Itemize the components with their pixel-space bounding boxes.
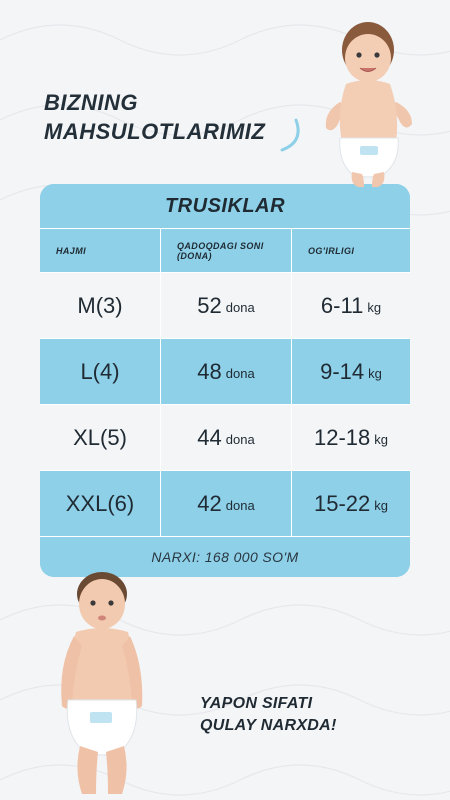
- cell-count: 42 dona: [161, 470, 292, 536]
- count-unit: dona: [225, 432, 255, 447]
- weight-unit: kg: [367, 300, 382, 315]
- count-unit: dona: [225, 498, 255, 513]
- headline-line1: BIZNING: [44, 90, 138, 115]
- cell-weight: 15-22 kg: [292, 470, 410, 536]
- weight-unit: kg: [374, 498, 388, 513]
- baby-image-top: [325, 22, 412, 187]
- weight-unit: kg: [368, 366, 382, 381]
- header-count: QADOQDAGI SONI (DONA): [161, 228, 292, 272]
- slogan-line2: QULAY NARXDA!: [200, 717, 337, 734]
- table-row: XXL(6) 42 dona 15-22 kg: [40, 470, 410, 536]
- slogan: YAPON SIFATI QULAY NARXDA!: [200, 693, 337, 737]
- size-value: XXL(6): [65, 490, 135, 516]
- count-value: 52: [197, 292, 222, 318]
- cell-weight: 12-18 kg: [292, 404, 410, 470]
- cell-weight: 6-11 kg: [292, 272, 410, 338]
- cell-count: 48 dona: [161, 338, 292, 404]
- header-weight: OG'IRLIGI: [292, 228, 410, 272]
- weight-value: 9-14: [320, 358, 365, 384]
- count-unit: dona: [225, 366, 255, 381]
- size-value: XL(5): [73, 424, 127, 450]
- count-value: 42: [197, 490, 222, 516]
- cell-size: XXL(6): [40, 470, 161, 536]
- weight-value: 15-22: [313, 490, 371, 516]
- table-title: TRUSIKLAR: [40, 184, 410, 228]
- cell-count: 44 dona: [161, 404, 292, 470]
- header-weight-label: OG'IRLIGI: [308, 245, 355, 256]
- weight-unit: kg: [374, 432, 388, 447]
- cell-count: 52 dona: [161, 272, 292, 338]
- count-value: 44: [197, 424, 222, 450]
- baby-image-bottom: [61, 572, 143, 794]
- headline-line2: MAHSULOTLARIMIZ: [44, 119, 266, 144]
- table-row: L(4) 48 dona 9-14 kg: [40, 338, 410, 404]
- cell-weight: 9-14 kg: [292, 338, 410, 404]
- headline: BIZNING MAHSULOTLARIMIZ: [44, 88, 265, 146]
- header-count-label: QADOQDAGI SONI (DONA): [177, 240, 264, 261]
- count-value: 48: [197, 358, 222, 384]
- headline-arc-decoration: [280, 118, 300, 152]
- product-table-card: TRUSIKLAR HAJMI QADOQDAGI SONI (DONA) OG…: [40, 184, 410, 577]
- slogan-line1: YAPON SIFATI: [200, 695, 313, 712]
- cell-size: XL(5): [40, 404, 161, 470]
- table-grid: HAJMI QADOQDAGI SONI (DONA) OG'IRLIGI: [40, 228, 410, 272]
- table-row: M(3) 52 dona 6-11 kg: [40, 272, 410, 338]
- cell-size: M(3): [40, 272, 161, 338]
- size-value: L(4): [80, 358, 120, 384]
- cell-size: L(4): [40, 338, 161, 404]
- header-size-label: HAJMI: [56, 245, 87, 256]
- price-label: NARXI: 168 000 SO'M: [40, 536, 410, 577]
- weight-value: 12-18: [313, 424, 371, 450]
- weight-value: 6-11: [320, 292, 364, 318]
- size-value: M(3): [77, 292, 123, 318]
- table-row: XL(5) 44 dona 12-18 kg: [40, 404, 410, 470]
- count-unit: dona: [225, 300, 255, 315]
- header-size: HAJMI: [40, 228, 161, 272]
